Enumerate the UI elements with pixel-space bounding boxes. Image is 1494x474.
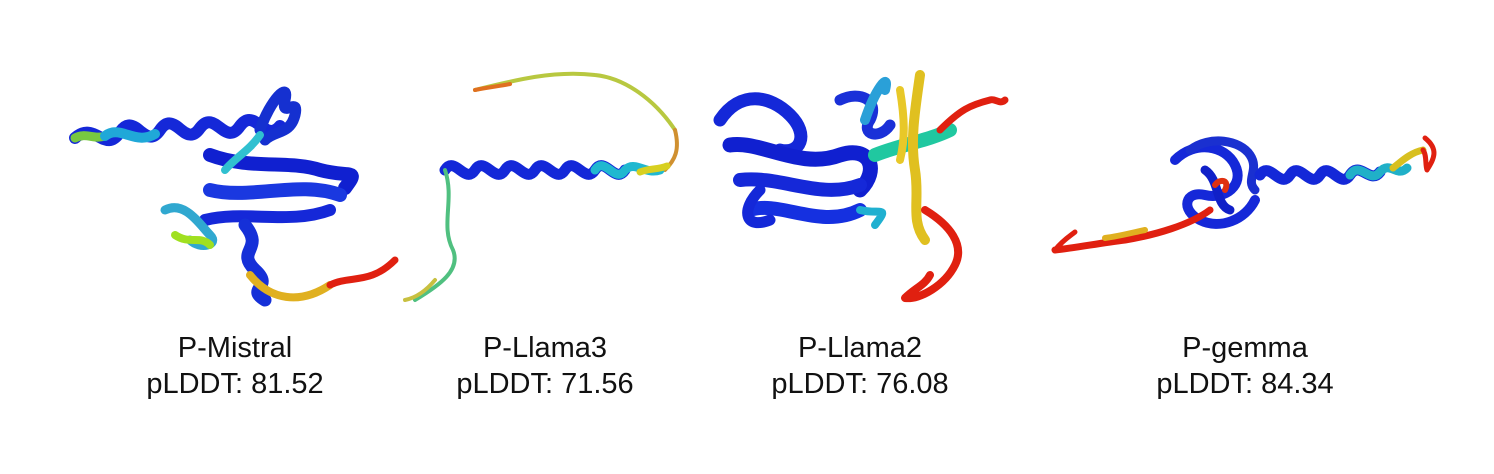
panel-p-mistral: P-Mistral pLDDT: 81.52 [60,0,410,474]
plddt-score: pLDDT: 76.08 [771,368,949,400]
protein-structure-p-llama3 [403,71,679,302]
plddt-score: pLDDT: 84.34 [1156,368,1334,400]
caption-p-mistral: P-Mistral pLDDT: 81.52 [60,330,410,402]
protein-structure-p-mistral [69,86,399,307]
model-name: P-gemma [1182,332,1308,364]
caption-p-gemma: P-gemma pLDDT: 84.34 [1045,330,1445,402]
protein-structure-p-gemma [1051,135,1437,254]
caption-p-llama3: P-Llama3 pLDDT: 71.56 [395,330,695,402]
model-name: P-Mistral [177,332,293,364]
plddt-score: pLDDT: 71.56 [456,368,634,400]
model-name: P-Llama2 [797,332,923,364]
panel-p-gemma: P-gemma pLDDT: 84.34 [1045,0,1445,474]
plddt-score: pLDDT: 81.52 [146,368,324,400]
caption-p-llama2: P-Llama2 pLDDT: 76.08 [700,330,1020,402]
protein-structure-p-llama2 [713,70,1009,303]
model-name: P-Llama3 [482,332,608,364]
panel-p-llama2: P-Llama2 pLDDT: 76.08 [700,0,1020,474]
panel-p-llama3: P-Llama3 pLDDT: 71.56 [395,0,695,474]
